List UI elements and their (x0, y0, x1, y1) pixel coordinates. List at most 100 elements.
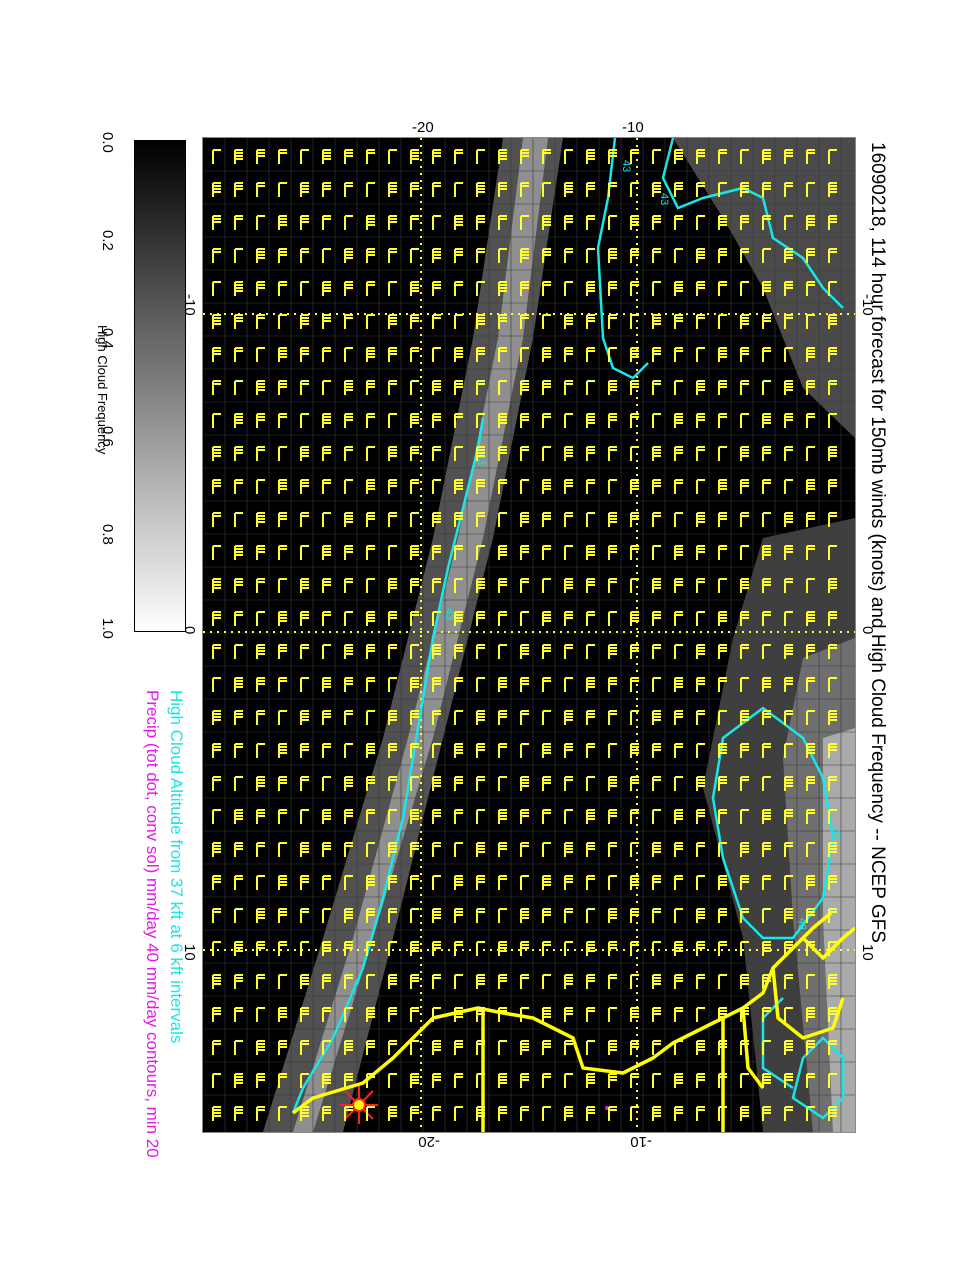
wind-barb (586, 578, 595, 593)
wind-barb (432, 743, 441, 758)
wind-barb (674, 578, 683, 593)
wind-barb (674, 248, 683, 263)
wind-barb (740, 182, 749, 197)
wind-barb (256, 248, 265, 263)
wind-barb (542, 512, 551, 527)
storm-marker (340, 1086, 378, 1124)
wind-barb (256, 875, 265, 890)
wind-barb (212, 611, 221, 626)
wind-barb (608, 611, 617, 626)
wind-barb (476, 644, 485, 659)
wind-barb (696, 1106, 705, 1121)
wind-barb (476, 281, 485, 296)
wind-barb (366, 1040, 375, 1055)
wind-barb (234, 248, 243, 263)
wind-barb (828, 281, 837, 296)
wind-barb (520, 512, 529, 527)
wind-barb (388, 380, 397, 395)
wind-barb (608, 479, 617, 494)
wind-barb (322, 413, 331, 428)
wind-barb (828, 380, 837, 395)
wind-barb (322, 776, 331, 791)
wind-barb (410, 941, 419, 956)
wind-barb (542, 215, 551, 230)
wind-barb (652, 644, 661, 659)
wind-barb (718, 677, 727, 692)
wind-barb (278, 941, 287, 956)
wind-barb (806, 578, 815, 593)
wind-barb (256, 743, 265, 758)
wind-barb (520, 974, 529, 989)
wind-barb (344, 1007, 353, 1022)
wind-barb (806, 248, 815, 263)
wind-barb (630, 710, 639, 725)
wind-barb (608, 776, 617, 791)
map-title: 16090218, 114 hour forecast for 150mb wi… (867, 142, 888, 943)
wind-barb (784, 446, 793, 461)
wind-barb (586, 380, 595, 395)
wind-barb (344, 776, 353, 791)
wind-barb (828, 677, 837, 692)
wind-barb (564, 1073, 573, 1088)
wind-barb (630, 677, 639, 692)
wind-barb (718, 512, 727, 527)
wind-barb (762, 644, 771, 659)
lon-tick-right: 0 (859, 626, 876, 635)
wind-barb (828, 875, 837, 890)
wind-barb (520, 809, 529, 824)
wind-barb (498, 347, 507, 362)
wind-barb (630, 941, 639, 956)
wind-barb (410, 644, 419, 659)
wind-barb (828, 215, 837, 230)
wind-barb (300, 710, 309, 725)
wind-barb (256, 908, 265, 923)
wind-barb (256, 182, 265, 197)
wind-barb (696, 875, 705, 890)
wind-barb (828, 479, 837, 494)
wind-barb (762, 281, 771, 296)
wind-barb (652, 776, 661, 791)
wind-barb (344, 182, 353, 197)
wind-barb (278, 677, 287, 692)
wind-barb (300, 149, 309, 164)
wind-barb (454, 1040, 463, 1055)
wind-barb (806, 479, 815, 494)
wind-barb (454, 182, 463, 197)
wind-barb (388, 479, 397, 494)
wind-barb (542, 710, 551, 725)
wind-barb (366, 314, 375, 329)
wind-barb (498, 611, 507, 626)
wind-barb (652, 743, 661, 758)
wind-barb (740, 611, 749, 626)
wind-barb (696, 611, 705, 626)
wind-barb (828, 842, 837, 857)
wind-barb (278, 215, 287, 230)
wind-barb (388, 809, 397, 824)
wind-barb (674, 413, 683, 428)
wind-barb (256, 677, 265, 692)
wind-barb (586, 974, 595, 989)
wind-barb (564, 809, 573, 824)
wind-barb (784, 380, 793, 395)
wind-barb (410, 149, 419, 164)
lon-tick-right: -10 (859, 294, 876, 316)
wind-barb (718, 776, 727, 791)
wind-barb (388, 1007, 397, 1022)
wind-barb (718, 1007, 727, 1022)
wind-barb (476, 380, 485, 395)
wind-barb (652, 446, 661, 461)
wind-barb (784, 644, 793, 659)
wind-barb (344, 611, 353, 626)
wind-barb (212, 1007, 221, 1022)
wind-barb (630, 248, 639, 263)
wind-barb (696, 149, 705, 164)
wind-barb (608, 677, 617, 692)
wind-barb (300, 908, 309, 923)
wind-barb (586, 413, 595, 428)
wind-barb (718, 842, 727, 857)
wind-barb (520, 347, 529, 362)
wind-barb (410, 281, 419, 296)
wind-barb (234, 578, 243, 593)
wind-barb (718, 281, 727, 296)
wind-barb (476, 710, 485, 725)
